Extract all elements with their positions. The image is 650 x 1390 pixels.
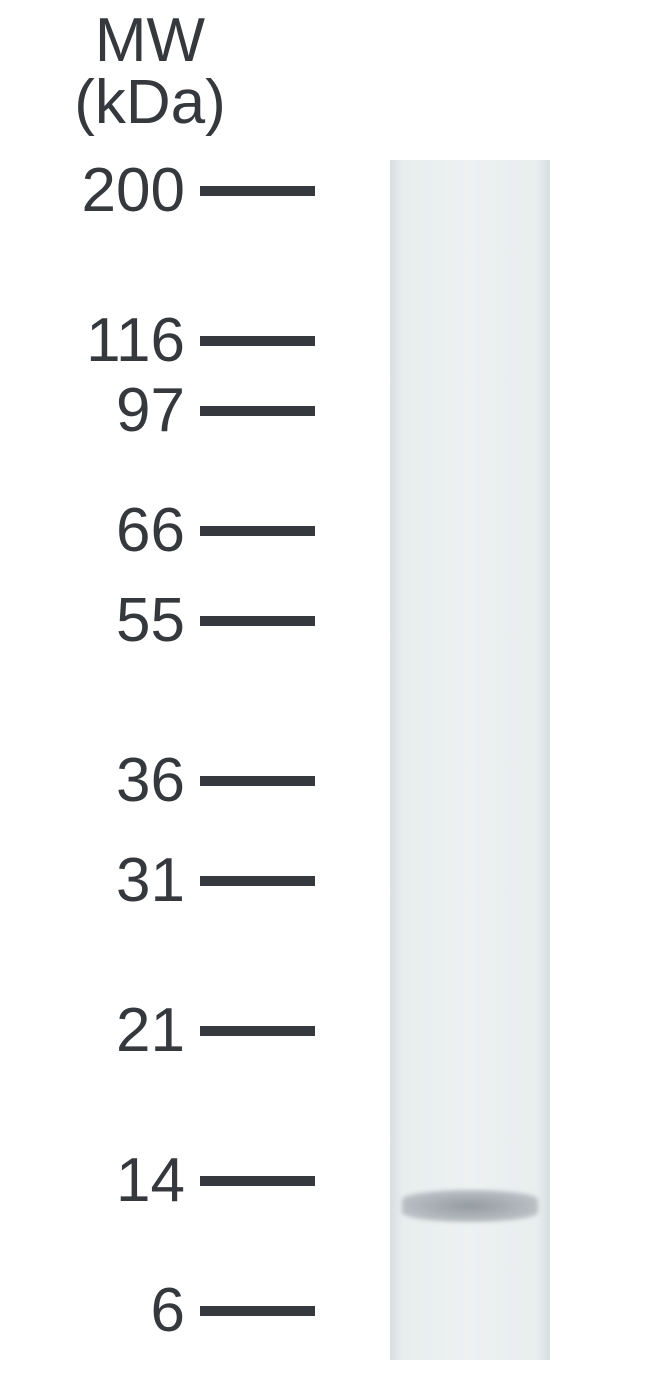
marker-row: 36: [0, 745, 400, 816]
marker-tick: [200, 1176, 315, 1186]
marker-label: 66: [0, 495, 200, 566]
marker-row: 66: [0, 495, 400, 566]
marker-tick: [200, 616, 315, 626]
marker-tick: [200, 776, 315, 786]
marker-label: 200: [0, 155, 200, 226]
marker-tick: [200, 186, 315, 196]
marker-tick: [200, 336, 315, 346]
marker-tick: [200, 1026, 315, 1036]
marker-tick: [200, 876, 315, 886]
marker-row: 14: [0, 1145, 400, 1216]
marker-tick: [200, 1306, 315, 1316]
marker-row: 55: [0, 585, 400, 656]
marker-row: 6: [0, 1275, 400, 1346]
marker-label: 14: [0, 1145, 200, 1216]
marker-label: 36: [0, 745, 200, 816]
western-blot-figure: MW (kDa) 200116976655363121146: [0, 0, 650, 1390]
marker-row: 21: [0, 995, 400, 1066]
marker-row: 31: [0, 845, 400, 916]
marker-row: 116: [0, 305, 400, 376]
marker-label: 21: [0, 995, 200, 1066]
marker-row: 97: [0, 375, 400, 446]
marker-label: 6: [0, 1275, 200, 1346]
mw-ladder: 200 11697 66 55 36 31 21 14 6: [0, 0, 650, 1390]
marker-label: 97: [0, 375, 200, 446]
marker-label: 31: [0, 845, 200, 916]
marker-label: 116: [0, 305, 200, 376]
marker-tick: [200, 526, 315, 536]
marker-label: 55: [0, 585, 200, 656]
marker-row: 200: [0, 155, 400, 226]
marker-tick: [200, 406, 315, 416]
